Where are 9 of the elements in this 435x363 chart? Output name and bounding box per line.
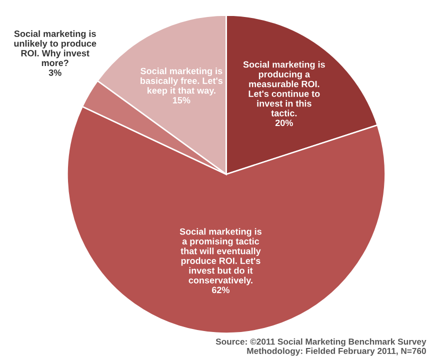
data-label: 20%: [275, 120, 293, 126]
slice-label: Social marketing is basically free. Let's keep it that way.: [140, 68, 223, 96]
slice-label: Social marketing is producing a measurable ROI. Let's continue to invest in this tactic.: [243, 61, 325, 116]
slice-label: Social marketing is a promising tactic that will eventually produce ROI. Let's invest but do it conservatively.: [180, 228, 262, 286]
data-label: 15%: [172, 97, 190, 104]
data-label: 62%: [212, 286, 230, 294]
slice-label: Social marketing is unlikely to produce ROI. Why invest more?: [14, 30, 96, 66]
source-note: Source: ©2011 Social Marketing Benchmark Survey Methodology: Fielded February 2011, N=760: [216, 338, 426, 356]
data-label: 3%: [48, 69, 62, 76]
